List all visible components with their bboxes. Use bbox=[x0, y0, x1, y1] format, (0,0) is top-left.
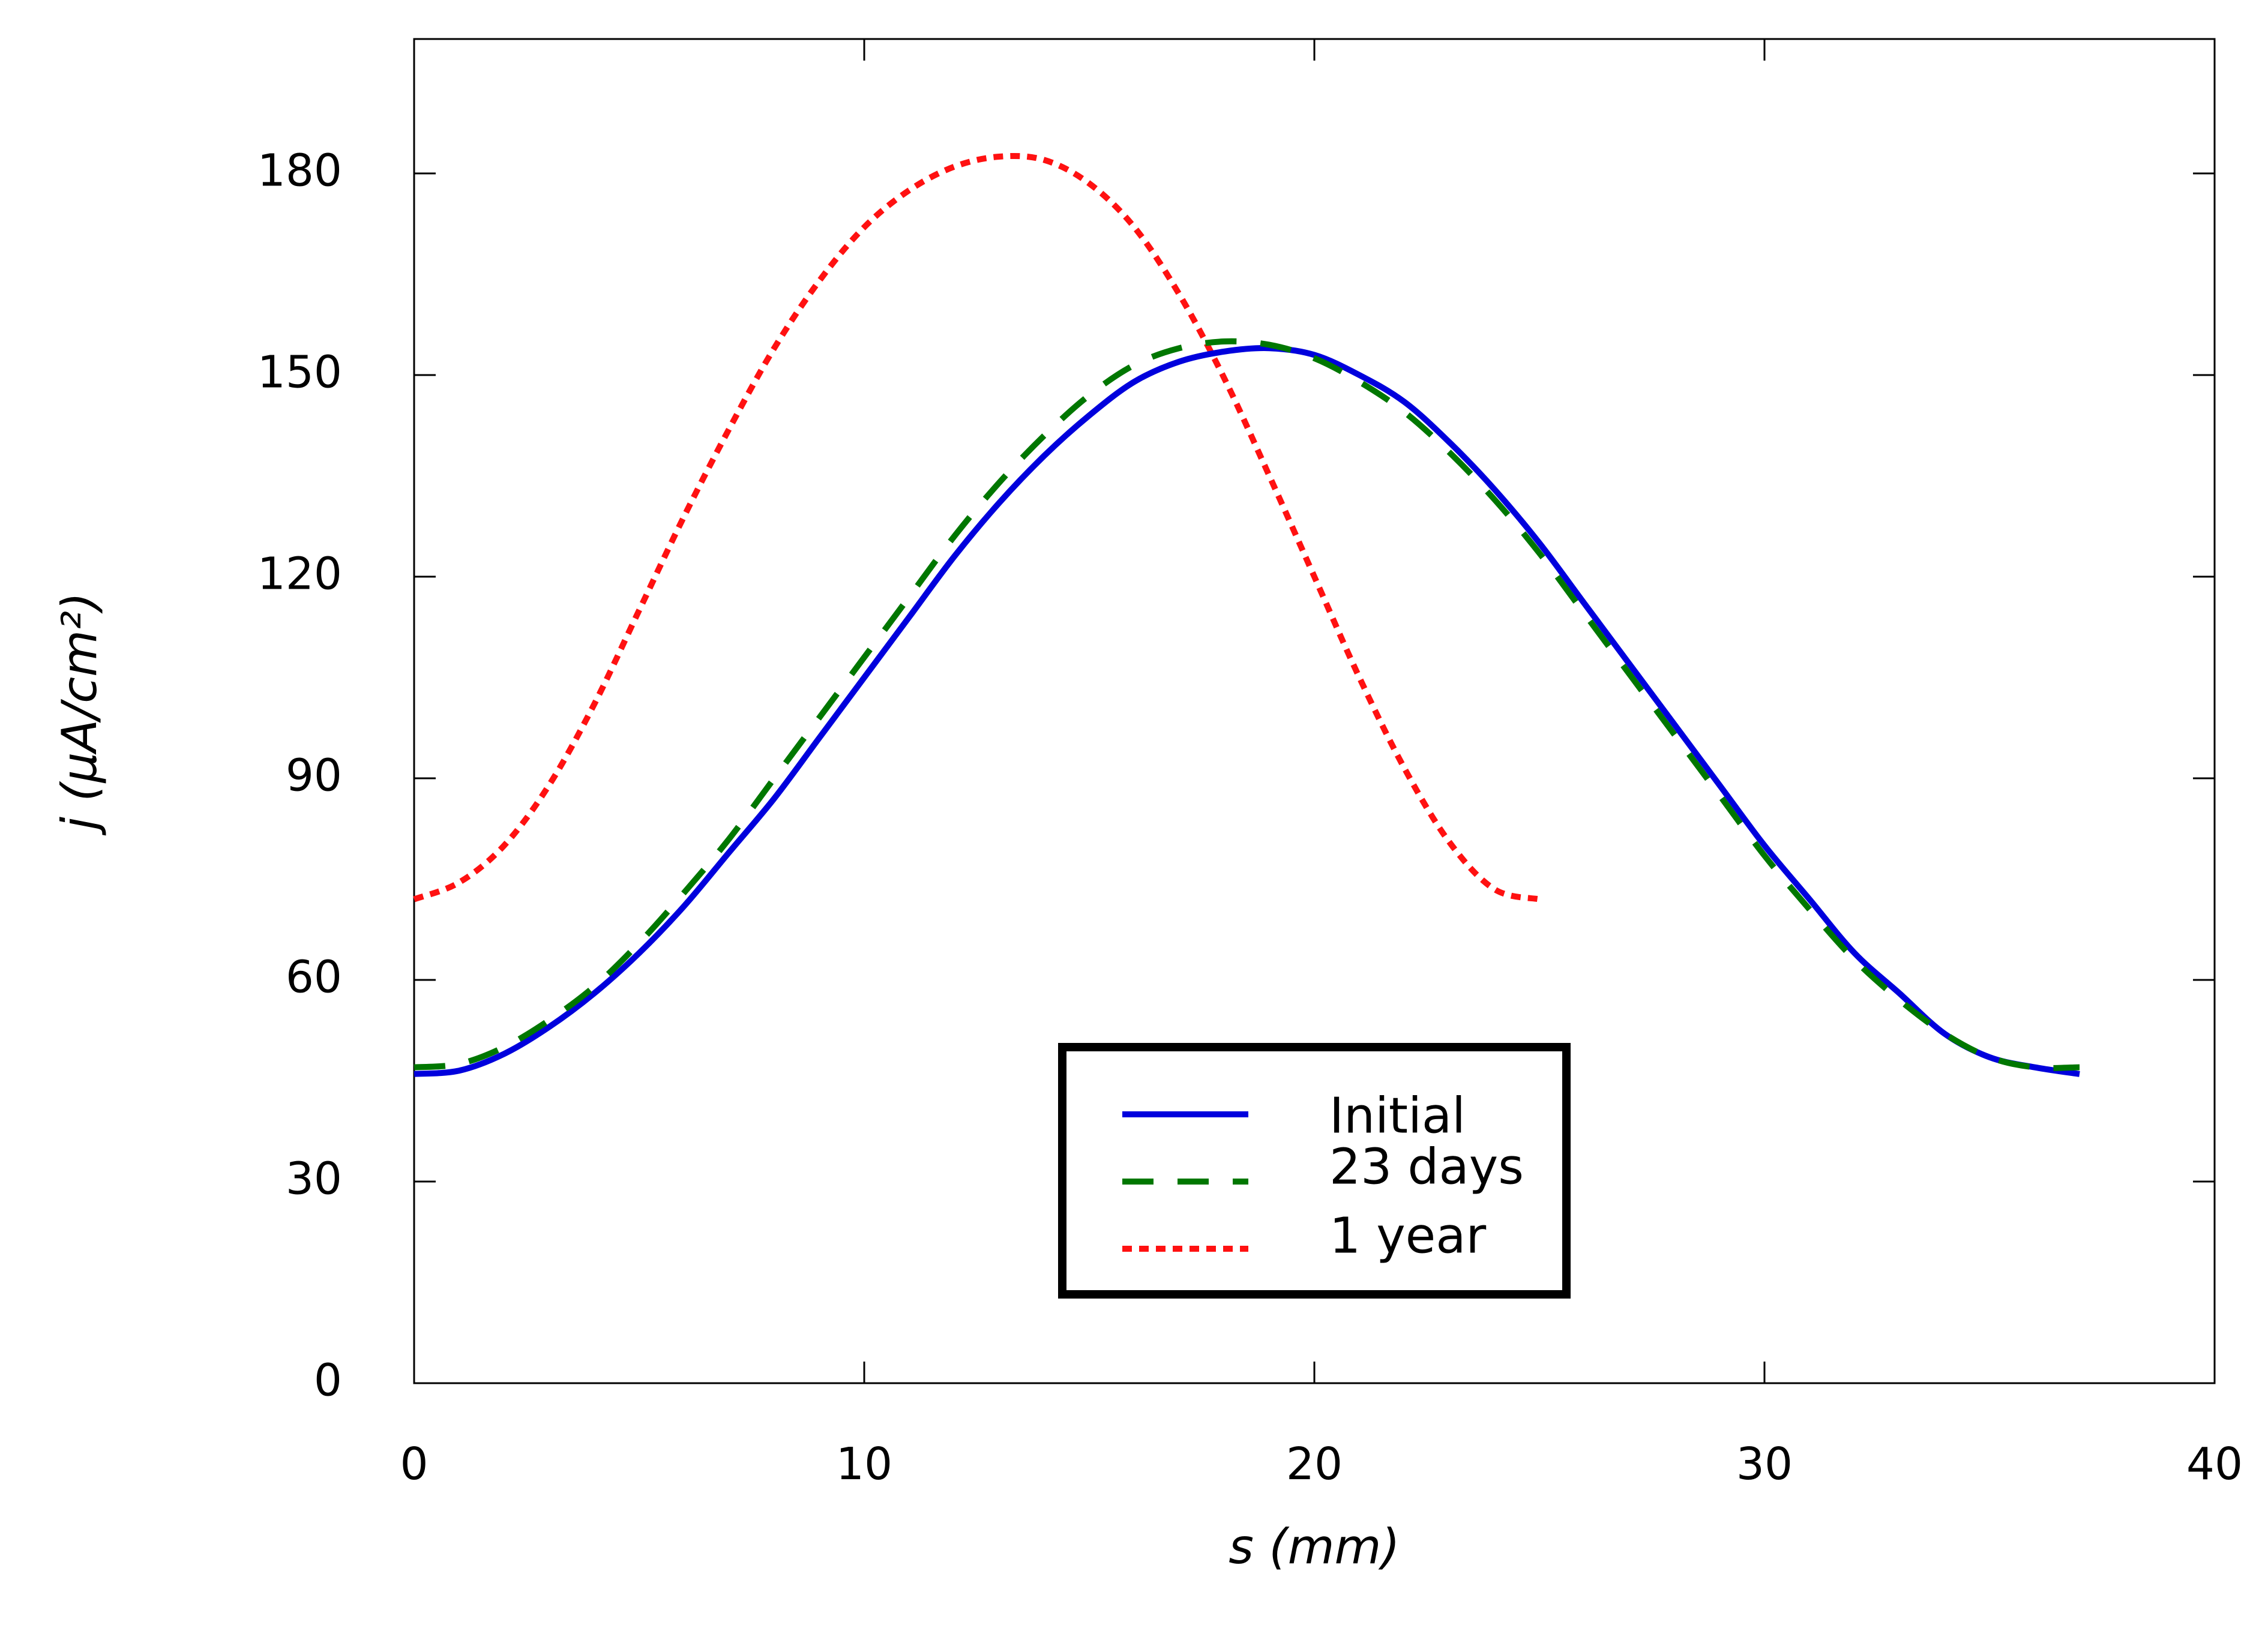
series-line-23-days bbox=[414, 338, 2080, 1071]
series-line-initial bbox=[414, 345, 2080, 1077]
legend: Initial 23 days 1 year bbox=[1058, 1043, 1571, 1299]
y-axis-label: j (μA/cm²) bbox=[52, 592, 107, 837]
legend-label-1-year: 1 year bbox=[1329, 1207, 1486, 1264]
series-layer bbox=[413, 152, 2080, 1077]
legend-box bbox=[1058, 1043, 1571, 1299]
x-tick-label-10: 10 bbox=[836, 1438, 892, 1490]
y-tick-label-30: 30 bbox=[286, 1153, 342, 1205]
legend-label-initial: Initial bbox=[1329, 1087, 1466, 1144]
y-tick-label-0: 0 bbox=[314, 1355, 342, 1407]
axis-ticks: 0 10 20 30 40 0 30 60 90 120 150 180 bbox=[257, 39, 2243, 1490]
y-tick-label-180: 180 bbox=[257, 145, 342, 197]
y-tick-label-150: 150 bbox=[257, 347, 342, 398]
y-tick-label-90: 90 bbox=[286, 750, 342, 802]
legend-label-23-days: 23 days bbox=[1329, 1138, 1524, 1195]
series-line-1-year bbox=[413, 152, 1541, 903]
x-axis-label: s (mm) bbox=[1229, 1519, 1400, 1575]
y-tick-label-120: 120 bbox=[257, 548, 342, 600]
x-tick-label-0: 0 bbox=[400, 1438, 428, 1490]
x-tick-label-30: 30 bbox=[1736, 1438, 1793, 1490]
x-tick-label-20: 20 bbox=[1286, 1438, 1343, 1490]
x-tick-label-40: 40 bbox=[2186, 1438, 2243, 1490]
y-tick-label-60: 60 bbox=[286, 952, 342, 1003]
